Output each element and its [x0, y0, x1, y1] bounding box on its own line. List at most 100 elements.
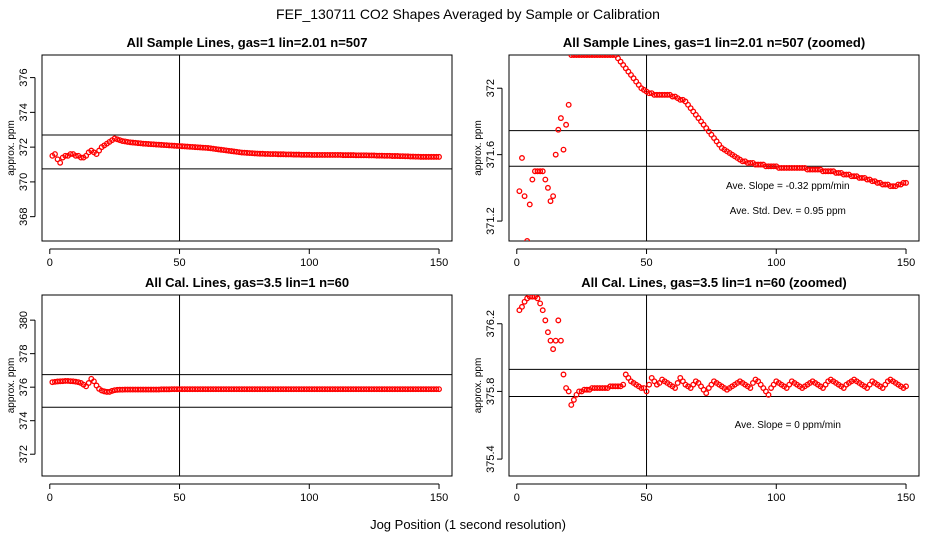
annotation: Ave. Slope = 0 ppm/min [735, 420, 841, 431]
data-point [67, 151, 74, 158]
data-point [669, 93, 676, 100]
x-tick-label: 50 [640, 257, 652, 269]
x-tick-label: 0 [47, 492, 53, 504]
data-point [557, 337, 564, 344]
points-group [49, 375, 442, 395]
data-point [205, 145, 212, 151]
data-point [770, 163, 777, 170]
data-point [526, 201, 533, 208]
y-axis-label: approx. ppm [6, 120, 17, 176]
data-point [223, 147, 230, 154]
x-tick-label: 0 [514, 492, 520, 504]
panel-title: All Sample Lines, gas=1 lin=2.01 n=507 (… [563, 35, 865, 50]
data-point [851, 173, 858, 180]
data-point [747, 159, 754, 166]
data-point [524, 238, 531, 241]
data-point [539, 307, 546, 314]
data-point [890, 183, 897, 190]
data-point [672, 385, 679, 391]
x-tick-label: 150 [897, 492, 915, 504]
data-point [547, 198, 554, 205]
data-point [57, 159, 64, 166]
data-point [552, 151, 559, 158]
data-point [799, 164, 806, 171]
x-tick-label: 100 [300, 257, 318, 269]
data-point [212, 146, 219, 152]
data-point [583, 386, 590, 393]
data-point [903, 179, 909, 186]
x-tick-label: 50 [640, 492, 652, 504]
data-point [900, 179, 907, 186]
data-point [122, 138, 128, 145]
data-point [814, 166, 821, 173]
data-point [568, 402, 575, 408]
x-tick-label: 0 [47, 257, 53, 269]
data-point [98, 387, 105, 394]
y-tick-label: 374 [18, 103, 30, 121]
data-point [534, 295, 541, 302]
y-tick-label: 374 [18, 412, 30, 430]
data-point [739, 158, 746, 165]
panel-title: All Cal. Lines, gas=3.5 lin=1 n=60 [145, 275, 349, 290]
data-point [563, 121, 570, 128]
data-point [215, 146, 222, 153]
data-point [835, 169, 842, 176]
data-point [646, 90, 653, 97]
y-tick-label: 372 [18, 445, 30, 463]
data-point [436, 386, 442, 393]
y-axis-label: approx. ppm [473, 358, 484, 414]
data-point [124, 138, 131, 145]
data-point [52, 151, 58, 158]
data-point [231, 148, 237, 155]
data-point [552, 337, 559, 344]
data-point [602, 385, 608, 391]
x-axis-label: Jog Position (1 second resolution) [370, 517, 566, 532]
data-point [542, 317, 549, 324]
data-point [765, 391, 772, 398]
y-tick-label: 376 [18, 378, 30, 396]
data-point [521, 193, 528, 200]
data-point [210, 145, 217, 152]
data-point [519, 155, 525, 161]
data-point [539, 168, 546, 175]
data-point [646, 381, 653, 388]
x-tick-label: 150 [430, 492, 448, 504]
panel-4: All Cal. Lines, gas=3.5 lin=1 n=60 (zoom… [473, 275, 920, 504]
data-point [615, 383, 621, 390]
x-tick-label: 100 [300, 492, 318, 504]
data-point [557, 115, 564, 122]
data-point [643, 388, 650, 395]
data-point [433, 153, 440, 160]
data-point [220, 147, 227, 154]
y-tick-label: 370 [18, 173, 30, 191]
plot-frame [508, 54, 920, 242]
data-point [550, 346, 557, 353]
data-point [843, 171, 850, 178]
y-tick-label: 376 [18, 68, 30, 86]
data-point [544, 329, 551, 336]
data-point [218, 146, 225, 153]
data-point [72, 152, 79, 159]
y-axis-label: approx. ppm [473, 120, 484, 176]
data-point [677, 96, 684, 103]
y-tick-label: 372 [18, 138, 30, 156]
data-point [864, 176, 871, 183]
data-point [555, 317, 562, 324]
data-point [119, 138, 126, 144]
x-tick-label: 0 [514, 257, 520, 269]
data-point [72, 378, 79, 385]
data-point [114, 136, 121, 143]
data-point [903, 383, 909, 390]
data-point [895, 181, 902, 188]
x-tick-label: 50 [173, 257, 185, 269]
y-tick-label: 375.8 [485, 378, 497, 406]
y-tick-label: 368 [18, 207, 30, 225]
panel-title: All Sample Lines, gas=1 lin=2.01 n=507 [127, 35, 368, 50]
data-point [62, 152, 69, 159]
data-point [555, 126, 562, 133]
figure-title: FEF_130711 CO2 Shapes Averaged by Sample… [276, 6, 660, 22]
data-point [436, 153, 442, 160]
panel-2: All Sample Lines, gas=1 lin=2.01 n=507 (… [473, 35, 920, 269]
data-point [233, 148, 240, 155]
